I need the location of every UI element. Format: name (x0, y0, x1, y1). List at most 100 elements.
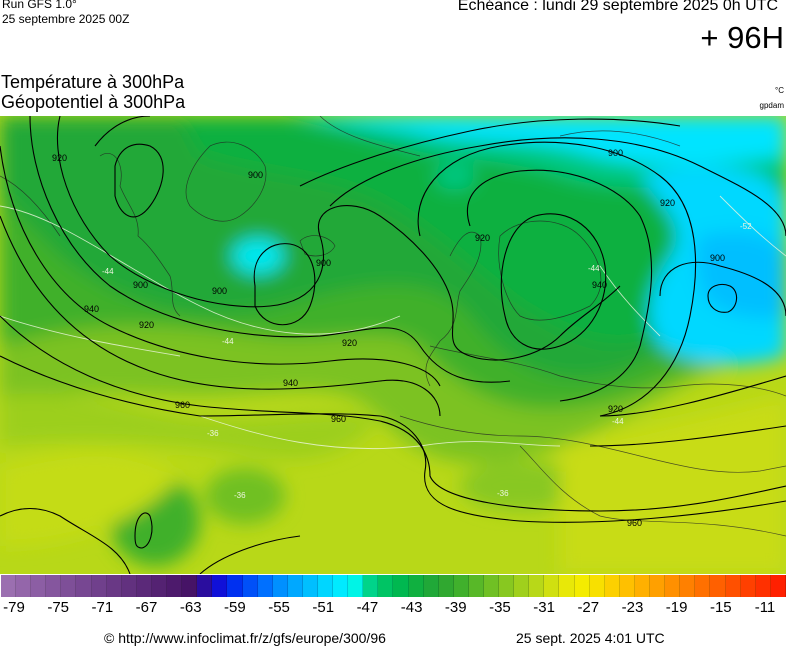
label-z940b: 940 (283, 378, 298, 388)
scale-tick-label: -63 (179, 599, 202, 616)
scale-swatch (710, 575, 726, 597)
scale-swatch (770, 575, 786, 597)
forecast-valid-time: Echéance : lundi 29 septembre 2025 0h UT… (457, 0, 778, 14)
scale-swatch (287, 575, 303, 597)
generation-timestamp: 25 sept. 2025 4:01 UTC (516, 630, 665, 646)
scale-swatch (453, 575, 469, 597)
forecast-map[interactable]: 920 900 900 900 900 940 920 920 940 960 … (0, 116, 786, 574)
scale-swatch (333, 575, 349, 597)
label-t36b: -36 (234, 491, 246, 500)
geopotential-contours (0, 116, 786, 574)
scale-swatch (408, 575, 424, 597)
label-t44c: -44 (588, 264, 600, 273)
scale-swatch (755, 575, 771, 597)
color-scale-ticks: -79 -75 -71 -67 -63 -59 -55 -51 -47 -43 -39 -35 -31 -… (0, 599, 786, 619)
label-z920f: 920 (608, 404, 623, 414)
geopotential-unit: gpdam (759, 101, 784, 110)
scale-swatch (363, 575, 379, 597)
scale-swatch (348, 575, 364, 597)
label-t44b: -44 (222, 337, 234, 346)
scale-swatch (438, 575, 454, 597)
scale-tick-label: -79 (3, 599, 25, 616)
label-z920a: 920 (52, 153, 67, 163)
label-t36a: -36 (207, 429, 219, 438)
label-z900c: 900 (212, 286, 227, 296)
scale-swatch (468, 575, 484, 597)
label-t44d: -44 (612, 417, 624, 426)
scale-swatch (423, 575, 439, 597)
scale-swatch (242, 575, 258, 597)
scale-swatch (589, 575, 605, 597)
scale-swatch (559, 575, 575, 597)
scale-swatch (725, 575, 741, 597)
scale-swatch (317, 575, 334, 597)
temperature-field: 920 900 900 900 900 940 920 920 940 960 … (0, 116, 786, 574)
scale-swatch (46, 575, 62, 597)
scale-swatch (272, 575, 288, 597)
scale-swatch (106, 575, 122, 597)
scale-swatch (695, 575, 711, 597)
scale-swatch (151, 575, 168, 597)
scale-tick-label: -59 (224, 599, 246, 616)
scale-swatch (167, 575, 183, 597)
scale-tick-label: -71 (91, 599, 114, 616)
temperature-color-scale (1, 575, 786, 597)
label-z940a: 940 (84, 304, 99, 314)
scale-tick-label: -47 (356, 599, 379, 616)
run-model-label: Run GFS 1.0° (2, 0, 77, 11)
scale-swatch (197, 575, 213, 597)
scale-tick-label: -23 (621, 599, 644, 616)
label-z940c: 940 (592, 280, 607, 290)
scale-swatch (634, 575, 651, 597)
label-z960b: 960 (331, 414, 346, 424)
scale-swatch (61, 575, 77, 597)
scale-swatch (393, 575, 409, 597)
scale-swatch (182, 575, 198, 597)
scale-swatch (514, 575, 530, 597)
label-z920b: 920 (139, 320, 154, 330)
scale-swatch (257, 575, 273, 597)
scale-swatch (302, 575, 318, 597)
scale-swatch (529, 575, 545, 597)
label-z900a: 900 (248, 170, 263, 180)
scale-tick-label: -27 (577, 599, 600, 616)
scale-swatch (619, 575, 635, 597)
scale-swatch (650, 575, 666, 597)
scale-tick-label: -31 (533, 599, 555, 616)
label-z900b: 900 (316, 258, 331, 268)
scale-swatch (574, 575, 590, 597)
scale-swatch (16, 575, 32, 597)
scale-tick-label: -75 (47, 599, 70, 616)
scale-swatch (91, 575, 107, 597)
label-t36c: -36 (497, 489, 509, 498)
scale-swatch (136, 575, 152, 597)
label-z900d: 900 (133, 280, 148, 290)
scale-tick-label: -67 (135, 599, 158, 616)
scale-swatch (212, 575, 228, 597)
scale-tick-label: -11 (754, 599, 776, 616)
forecast-lead-time: + 96H (700, 20, 784, 55)
parameter-title-geopotential: Géopotentiel à 300hPa (1, 92, 186, 112)
label-z920e: 920 (660, 198, 675, 208)
scale-swatch (378, 575, 394, 597)
scale-swatch (680, 575, 696, 597)
label-z960a: 960 (175, 400, 190, 410)
scale-tick-label: -51 (312, 599, 335, 616)
label-z920c: 920 (342, 338, 357, 348)
scale-swatch (76, 575, 92, 597)
scale-swatch (604, 575, 620, 597)
scale-swatch (665, 575, 681, 597)
label-z960c: 960 (627, 518, 642, 528)
copyright-source[interactable]: © http://www.infoclimat.fr/z/gfs/europe/… (104, 630, 386, 646)
isotherm-labels: -44 -44 -44 -44 -52 -36 -36 -36 (102, 222, 752, 500)
parameter-title-temperature: Température à 300hPa (1, 72, 185, 92)
temperature-unit: °C (775, 86, 784, 95)
scale-swatch (740, 575, 756, 597)
coastlines (0, 116, 786, 537)
contour-labels: 920 900 900 900 900 940 920 920 940 960 … (52, 148, 725, 528)
scale-swatch (544, 575, 560, 597)
label-t52: -52 (740, 222, 752, 231)
scale-swatch (227, 575, 243, 597)
scale-tick-label: -43 (400, 599, 423, 616)
label-z900e: 900 (608, 148, 623, 158)
